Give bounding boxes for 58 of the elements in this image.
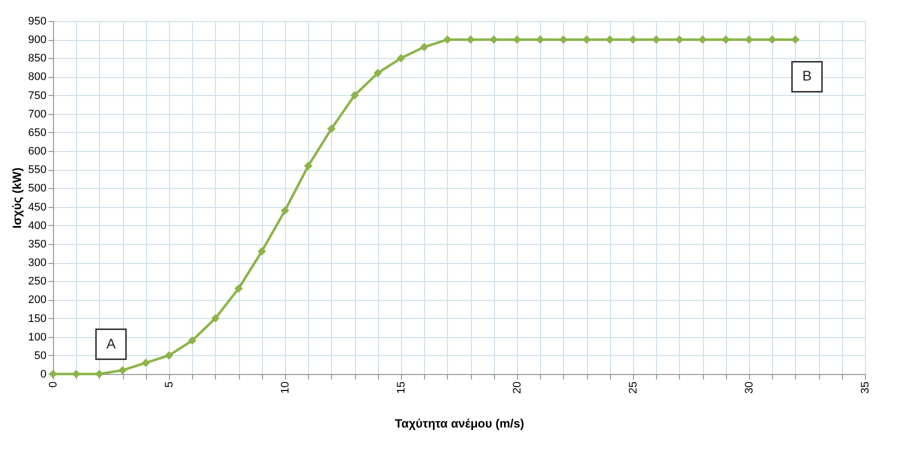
annotation: B [802,68,812,84]
point [768,35,776,44]
point [374,68,382,78]
y-tick-label: 700 [28,108,46,120]
point [211,314,220,322]
y-tick-label: 750 [28,90,46,102]
point [95,370,104,378]
point [420,42,428,52]
x-axis-title: Ταχύτητα ανέμου (m/s) [394,416,524,431]
y-tick-label: 500 [28,182,46,195]
y-tick-label: 800 [28,71,46,84]
x-tick-label: 15 [396,382,408,394]
point [396,54,406,62]
y-axis-title: Ισχύς (kW) [10,167,24,229]
point [304,162,312,170]
point [744,35,754,44]
y-tick-label: 350 [28,238,46,250]
point [512,35,522,44]
point [536,35,544,44]
y-tick-label: 450 [28,201,46,214]
x-tick-label: 25 [628,382,640,394]
point [118,366,127,374]
annotation: A [106,335,116,352]
point [327,124,336,133]
y-tick-label: 950 [28,16,46,28]
point [234,284,243,293]
y-tick-label: 550 [28,164,46,176]
y-tick-label: 50 [34,350,46,362]
point [258,247,266,256]
x-tick-label: 20 [512,382,524,394]
point [280,206,290,215]
x-tick-label: 0 [48,382,60,388]
point [188,336,196,345]
x-tick-label: 30 [744,382,756,394]
y-tick-label: 150 [28,312,46,325]
y-tick-label: 250 [28,276,46,288]
x-tick-label: 35 [860,382,872,394]
y-tick-label: 650 [28,126,46,139]
point [628,35,638,44]
y-tick-label: 200 [28,294,46,306]
x-tick-label: 5 [164,382,176,388]
point [72,370,80,378]
point [722,35,730,44]
point [791,35,800,44]
y-tick-label: 100 [28,331,46,344]
y-tick-label: 0 [40,368,46,380]
y-tick-label: 850 [28,52,46,65]
point [350,91,359,100]
x-tick-label: 10 [280,382,292,394]
y-tick-label: 900 [28,34,46,46]
y-tick-label: 600 [28,146,46,158]
point [142,358,150,368]
point [164,351,174,360]
y-tick-label: 300 [28,257,46,270]
y-tick-label: 400 [28,220,46,232]
point [652,35,660,44]
point [606,35,614,44]
point [490,35,498,44]
